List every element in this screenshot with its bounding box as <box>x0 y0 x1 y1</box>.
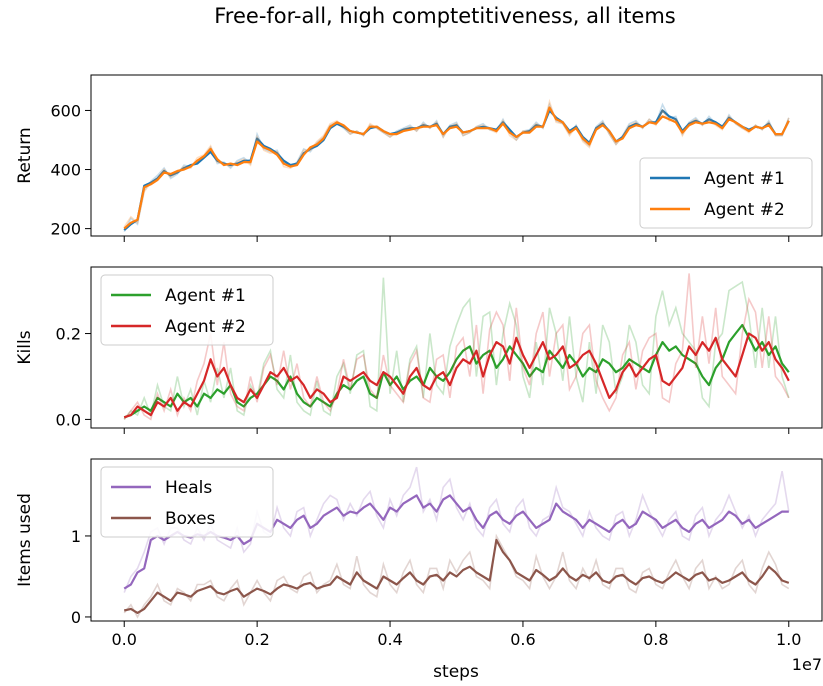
x-tick-label: 0.2 <box>244 630 269 649</box>
legend-label: Agent #1 <box>704 169 785 189</box>
panel-1: 200 400 600 Return Agent #1 Agent #2 <box>15 74 823 242</box>
y-tick-label: 0.0 <box>56 410 81 429</box>
legend-label: Agent #2 <box>165 317 246 337</box>
legend: Agent #1 Agent #2 <box>100 274 274 346</box>
series-line-2 <box>123 538 790 614</box>
x-tick-label: 1.0 <box>776 630 801 649</box>
y-axis-label: Items used <box>15 493 35 587</box>
series-raw-2 <box>123 273 790 421</box>
x-tick-label: 0.4 <box>377 630 402 649</box>
x-tick-label: 0.6 <box>510 630 535 649</box>
y-tick-label: 0.2 <box>56 325 81 344</box>
plot-frame <box>90 74 823 237</box>
panel-3: 0 1 0.0 0.2 0.4 0.6 0.8 1.0 Items used Heals Boxes <box>15 458 823 649</box>
plot-frame <box>90 266 823 429</box>
x-axis-label: steps <box>433 662 479 682</box>
legend-label: Agent #2 <box>704 200 785 220</box>
x-axis-offset-label: 1e7 <box>792 655 822 674</box>
x-tick-label: 0.0 <box>112 630 137 649</box>
legend-box <box>639 157 813 229</box>
x-tick-label: 0.8 <box>643 630 668 649</box>
chart-title: Free-for-all, high comptetitiveness, all… <box>214 4 675 28</box>
legend: Agent #1 Agent #2 <box>639 157 813 229</box>
series-line-2 <box>123 106 790 230</box>
legend-label: Agent #1 <box>165 286 246 306</box>
y-tick-label: 0 <box>71 608 81 627</box>
series-line-1 <box>123 323 790 419</box>
y-tick-label: 1 <box>71 527 81 546</box>
series-raw-2 <box>123 533 790 619</box>
y-axis-label: Return <box>15 127 35 183</box>
plot-frame <box>90 458 823 622</box>
chart-panels: 200 400 600 Return Agent #1 Agent #2 0.0 0.2 Kil… <box>15 74 823 649</box>
y-tick-label: 400 <box>50 161 81 180</box>
legend-label: Heals <box>165 478 212 498</box>
y-axis-label: Kills <box>15 330 35 364</box>
panel-2: 0.0 0.2 Kills Agent #1 Agent #2 <box>15 266 823 434</box>
legend-label: Boxes <box>165 509 216 529</box>
series-line-2 <box>123 332 790 419</box>
y-tick-label: 200 <box>50 220 81 239</box>
legend: Heals Boxes <box>100 466 274 538</box>
legend-box <box>100 466 274 538</box>
legend-box <box>100 274 274 346</box>
y-tick-label: 600 <box>50 101 81 120</box>
